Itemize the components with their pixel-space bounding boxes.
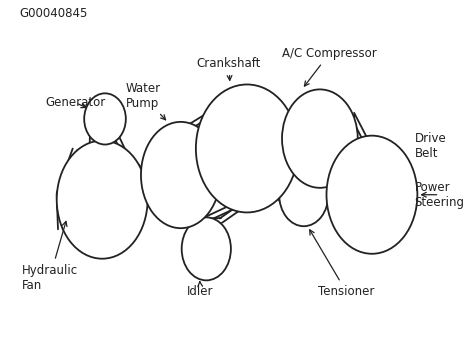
Ellipse shape — [327, 136, 418, 254]
Ellipse shape — [84, 93, 126, 144]
Ellipse shape — [279, 163, 328, 226]
Text: A/C Compressor: A/C Compressor — [282, 47, 377, 86]
Ellipse shape — [57, 141, 147, 259]
Ellipse shape — [182, 217, 231, 280]
Text: Power
Steering: Power Steering — [415, 181, 465, 209]
Ellipse shape — [282, 90, 358, 188]
Ellipse shape — [196, 85, 298, 212]
Text: Drive
Belt: Drive Belt — [415, 131, 447, 160]
Text: Crankshaft: Crankshaft — [197, 57, 261, 80]
Text: G00040845: G00040845 — [20, 7, 88, 21]
Text: Hydraulic
Fan: Hydraulic Fan — [22, 221, 78, 292]
Text: Idler: Idler — [187, 282, 214, 298]
Text: Tensioner: Tensioner — [310, 230, 374, 298]
Text: Water
Pump: Water Pump — [125, 81, 165, 120]
Ellipse shape — [141, 122, 220, 228]
Text: Generator: Generator — [46, 96, 106, 109]
